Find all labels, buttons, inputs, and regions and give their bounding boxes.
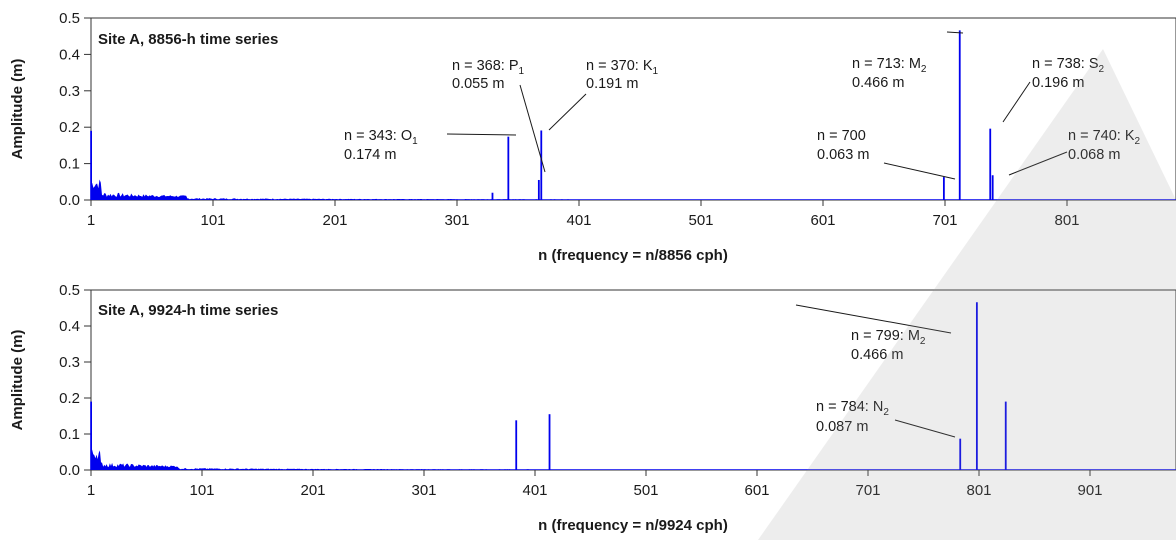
peak-label-s2: n = 738: S2: [1032, 56, 1105, 75]
x-tick-label: 201: [322, 212, 347, 229]
y-tick-label: 0.2: [59, 119, 80, 136]
peak-value-s2: 0.196 m: [1032, 75, 1084, 91]
spectrum-peak: [942, 177, 945, 200]
y-axis-label: Amplitude (m): [9, 59, 26, 160]
spectrum-peak: [548, 414, 551, 470]
y-tick-label: 0.1: [59, 156, 80, 173]
y-axis-label: Amplitude (m): [9, 330, 26, 431]
x-tick-label: 501: [633, 482, 658, 499]
peak-value-n2: 0.087 m: [816, 419, 868, 435]
spectrum-peak: [989, 128, 992, 200]
peak-label-k1: n = 370: K1: [586, 58, 659, 77]
peak-value-n700: 0.063 m: [817, 147, 869, 163]
x-tick-label: 101: [200, 212, 225, 229]
peak-value-k2: 0.068 m: [1068, 147, 1120, 163]
x-axis-label: n (frequency = n/9924 cph): [538, 517, 728, 534]
x-tick-label: 501: [688, 212, 713, 229]
spectrum-peak: [491, 192, 494, 200]
spectrum-peak: [991, 175, 994, 200]
y-tick-label: 0.5: [59, 282, 80, 299]
x-tick-label: 401: [522, 482, 547, 499]
peak-label-m2: n = 799: M2: [851, 328, 926, 347]
spectrum-peak: [515, 420, 518, 470]
x-tick-label: 901: [1077, 482, 1102, 499]
spectrum-peak: [975, 302, 978, 470]
peak-value-p1: 0.055 m: [452, 76, 504, 92]
peak-label-p1: n = 368: P1: [452, 58, 525, 77]
spectrum-peak: [958, 30, 961, 200]
spectrum-peak: [507, 136, 510, 200]
panel-8856h: Site A, 8856-h time series 0.0 0.1 0.2 0…: [9, 10, 1176, 264]
peak-label-o1: n = 343: O1: [344, 128, 418, 147]
panel-9924h: Site A, 9924-h time series 0.0 0.1 0.2 0…: [9, 282, 1176, 534]
x-tick-label: 1: [87, 482, 95, 499]
annotations: [446, 31, 1068, 180]
y-tick-label: 0.0: [59, 192, 80, 209]
spectrum-bars: [90, 302, 1007, 470]
peak-label-k2: n = 740: K2: [1068, 128, 1141, 147]
x-tick-label: 701: [855, 482, 880, 499]
x-tick-label: 301: [444, 212, 469, 229]
spectrum-peak: [90, 401, 92, 470]
y-tick-label: 0.3: [59, 354, 80, 371]
y-tick-label: 0.2: [59, 390, 80, 407]
spectrum-peak: [537, 179, 540, 200]
y-tick-label: 0.1: [59, 426, 80, 443]
peak-value-m2: 0.466 m: [852, 75, 904, 91]
peak-label-n700: n = 700: [817, 128, 866, 144]
panel-title: Site A, 9924-h time series: [98, 302, 278, 319]
x-axis: 1 101 201 301 401 501 601 701 801 n (fre…: [87, 200, 1080, 264]
annotations: [795, 304, 956, 438]
x-tick-label: 801: [1054, 212, 1079, 229]
y-tick-label: 0.4: [59, 46, 80, 63]
x-tick-label: 301: [411, 482, 436, 499]
spectrum-peak: [540, 130, 543, 200]
y-axis: 0.0 0.1 0.2 0.3 0.4 0.5 Amplitude (m): [9, 282, 91, 479]
y-tick-label: 0.5: [59, 10, 80, 27]
x-tick-label: 601: [810, 212, 835, 229]
peak-label-m2: n = 713: M2: [852, 56, 927, 75]
x-tick-label: 601: [744, 482, 769, 499]
spectrum-peak: [1004, 401, 1007, 470]
x-tick-label: 1: [87, 212, 95, 229]
x-tick-label: 801: [966, 482, 991, 499]
spectrum-peak: [90, 130, 92, 200]
y-tick-label: 0.3: [59, 83, 80, 100]
x-tick-label: 701: [932, 212, 957, 229]
y-axis: 0.0 0.1 0.2 0.3 0.4 0.5 Amplitude (m): [9, 10, 91, 209]
watermark-band: [758, 49, 1176, 540]
peak-value-k1: 0.191 m: [586, 76, 638, 92]
y-tick-label: 0.4: [59, 318, 80, 335]
y-tick-label: 0.0: [59, 462, 80, 479]
x-tick-label: 101: [189, 482, 214, 499]
peak-value-o1: 0.174 m: [344, 147, 396, 163]
peak-label-n2: n = 784: N2: [816, 399, 889, 418]
peak-value-m2: 0.466 m: [851, 347, 903, 363]
x-tick-label: 201: [300, 482, 325, 499]
spectrum-peak: [959, 438, 962, 470]
x-axis-label: n (frequency = n/8856 cph): [538, 247, 728, 264]
panel-title: Site A, 8856-h time series: [98, 31, 278, 48]
spectrum-bars: [90, 30, 994, 200]
x-tick-label: 401: [566, 212, 591, 229]
x-axis: 1 101 201 301 401 501 601 701 801 901 n …: [87, 470, 1103, 534]
